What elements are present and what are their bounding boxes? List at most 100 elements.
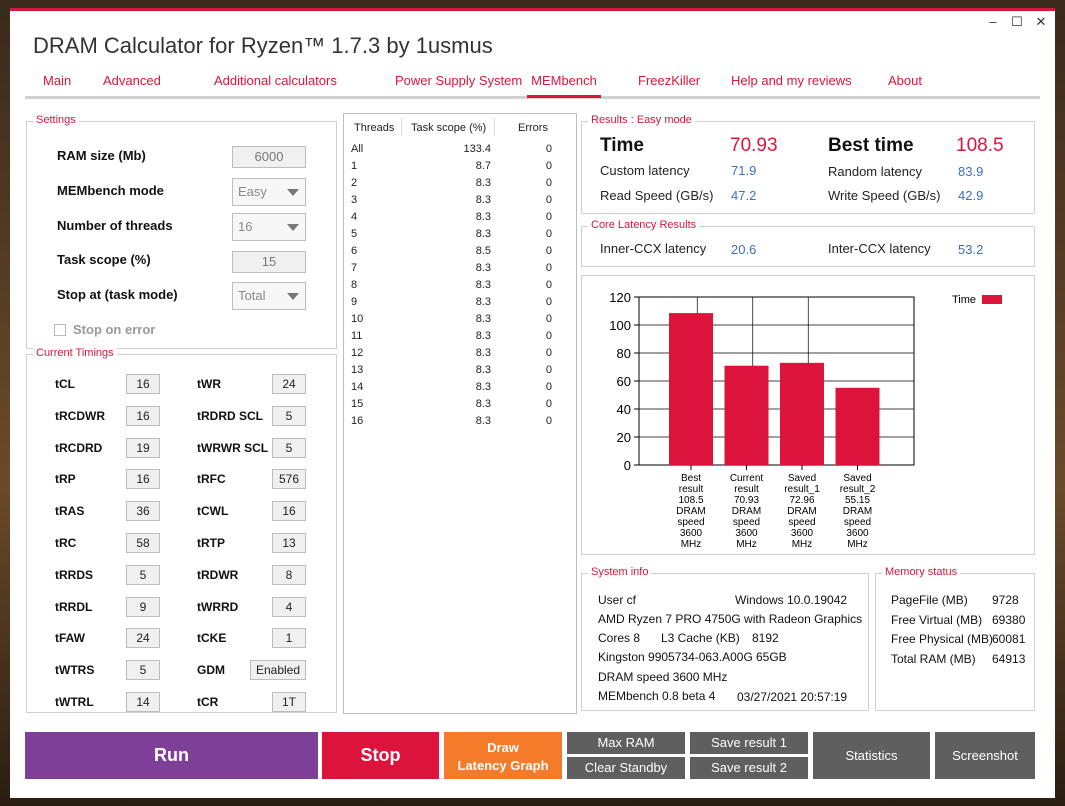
table-row: 8 8.3 0 <box>344 279 574 296</box>
timing-value-twr[interactable]: 24 <box>272 374 306 394</box>
time-label: Time <box>600 135 645 156</box>
tab-additional-calculators[interactable]: Additional calculators <box>214 73 337 88</box>
timing-value-tcr[interactable]: 1T <box>272 692 306 712</box>
tab-freezkiller[interactable]: FreezKiller <box>638 73 701 88</box>
y-tick-label: 60 <box>617 374 631 389</box>
timing-label-tcr: tCR <box>197 695 219 709</box>
y-tick-label: 0 <box>624 458 631 473</box>
window-title: DRAM Calculator for Ryzen™ 1.7.3 by 1usm… <box>33 33 493 58</box>
chart-panel: 0 20 40 60 80 100 120 Best result 108.5 DRAM speed 3… <box>581 275 1035 555</box>
table-row: 1 8.7 0 <box>344 160 574 177</box>
close-button[interactable]: ✕ <box>1035 14 1047 29</box>
thread-errors: 0 <box>545 194 552 206</box>
save-result-2-button[interactable]: Save result 2 <box>690 757 808 779</box>
app-window: DRAM Calculator for Ryzen™ 1.7.3 by 1usm… <box>10 8 1055 798</box>
tab-membench[interactable]: MEMbench <box>527 73 601 98</box>
random-latency-label: Random latency <box>828 164 922 179</box>
timing-value-tfaw[interactable]: 24 <box>126 628 160 649</box>
thread-scope: 8.3 <box>475 194 491 206</box>
thread-id: 16 <box>351 415 364 427</box>
tab-help[interactable]: Help and my reviews <box>731 73 852 88</box>
y-tick-label: 80 <box>617 346 631 361</box>
table-row: 16 8.3 0 <box>344 415 574 432</box>
thread-scope: 8.3 <box>475 211 491 223</box>
timing-value-trp[interactable]: 16 <box>126 469 160 490</box>
timing-value-trfc[interactable]: 576 <box>272 469 306 490</box>
task-scope-input[interactable]: 15 <box>232 251 306 273</box>
timing-value-tcke[interactable]: 1 <box>272 628 306 649</box>
maximize-button[interactable]: ☐ <box>1011 14 1023 29</box>
stop-on-error-checkbox[interactable] <box>54 324 66 336</box>
timing-value-twtrl[interactable]: 14 <box>126 692 160 712</box>
thread-id: 10 <box>351 313 364 325</box>
x-tick-label: 55.15 <box>845 495 870 506</box>
timing-value-trdwr[interactable]: 8 <box>272 564 306 585</box>
stop-at-select[interactable]: Total <box>232 282 306 310</box>
timing-value-twrwr-scl[interactable]: 5 <box>272 437 306 458</box>
timing-value-trrds[interactable]: 5 <box>126 564 160 585</box>
custom-latency-label: Custom latency <box>600 163 690 178</box>
thread-scope: 8.7 <box>475 160 491 172</box>
thread-id: 13 <box>351 364 364 376</box>
stop-at-value: Total <box>238 288 266 303</box>
dram-speed-text: DRAM speed 3600 MHz <box>598 670 728 684</box>
timing-value-tcl[interactable]: 16 <box>126 374 160 394</box>
x-tick-label: 3600 <box>680 528 703 539</box>
custom-latency-value: 71.9 <box>731 163 757 178</box>
timing-label-trrds: tRRDS <box>55 567 93 582</box>
thread-scope: 8.3 <box>475 177 491 189</box>
timing-value-trcdwr[interactable]: 16 <box>126 405 160 426</box>
memory-value: 64913 <box>992 651 1026 666</box>
thread-scope: 8.3 <box>475 296 491 308</box>
timing-value-trc[interactable]: 58 <box>126 533 160 553</box>
timing-value-twrrd[interactable]: 4 <box>272 596 306 617</box>
timing-value-twtrs[interactable]: 5 <box>126 660 160 681</box>
results-group: Results : Easy mode Time 70.93 Best time… <box>581 114 1035 214</box>
ram-size-input[interactable]: 6000 <box>232 146 306 168</box>
threads-select[interactable]: 16 <box>232 213 306 241</box>
tab-main[interactable]: Main <box>43 73 72 88</box>
x-tick-label: Saved <box>788 473 816 484</box>
tab-advanced[interactable]: Advanced <box>103 73 161 88</box>
x-tick-label: 108.5 <box>678 495 703 506</box>
tab-about[interactable]: About <box>888 73 922 88</box>
stop-button[interactable]: Stop <box>322 732 439 779</box>
timing-value-trdrd-scl[interactable]: 5 <box>272 405 306 426</box>
membench-mode-select[interactable]: Easy <box>232 178 306 206</box>
max-ram-button[interactable]: Max RAM <box>567 732 685 754</box>
timing-value-trtp[interactable]: 13 <box>272 533 306 553</box>
timing-value-tcwl[interactable]: 16 <box>272 501 306 522</box>
minimize-button[interactable]: – <box>989 14 997 29</box>
x-tick-label: DRAM <box>732 506 761 517</box>
task-scope-label: Task scope (%) <box>57 252 151 267</box>
table-row: 14 8.3 0 <box>344 381 574 398</box>
thread-errors: 0 <box>545 347 552 359</box>
settings-title: Settings <box>33 114 79 126</box>
timing-value-gdm[interactable]: Enabled <box>250 660 306 681</box>
x-tick-label: DRAM <box>843 506 872 517</box>
draw-latency-graph-button[interactable]: Draw Latency Graph <box>444 732 562 779</box>
inner-ccx-value: 20.6 <box>731 242 757 257</box>
thread-scope: 8.3 <box>475 347 491 359</box>
inner-ccx-label: Inner-CCX latency <box>600 241 707 256</box>
thread-id: 15 <box>351 398 364 410</box>
thread-errors: 0 <box>545 262 552 274</box>
x-tick-label: MHz <box>792 539 813 550</box>
x-tick-label: speed <box>844 517 871 528</box>
chevron-down-icon <box>287 189 299 196</box>
timing-value-trcdrd[interactable]: 19 <box>126 437 160 458</box>
tab-power-supply-system[interactable]: Power Supply System <box>395 73 523 88</box>
screenshot-button[interactable]: Screenshot <box>935 732 1035 779</box>
thread-id: 2 <box>351 177 358 189</box>
memory-label: Free Physical (MB) <box>891 632 994 646</box>
statistics-button[interactable]: Statistics <box>813 732 930 779</box>
run-button[interactable]: Run <box>25 732 318 779</box>
save-result-1-button[interactable]: Save result 1 <box>690 732 808 754</box>
best-time-label: Best time <box>828 135 914 156</box>
timing-value-trrdl[interactable]: 9 <box>126 596 160 617</box>
x-tick-label: speed <box>788 517 815 528</box>
timing-label-tcl: tCL <box>55 377 75 391</box>
thread-scope: 8.3 <box>475 415 491 427</box>
timing-value-tras[interactable]: 36 <box>126 501 160 522</box>
clear-standby-button[interactable]: Clear Standby <box>567 757 685 779</box>
